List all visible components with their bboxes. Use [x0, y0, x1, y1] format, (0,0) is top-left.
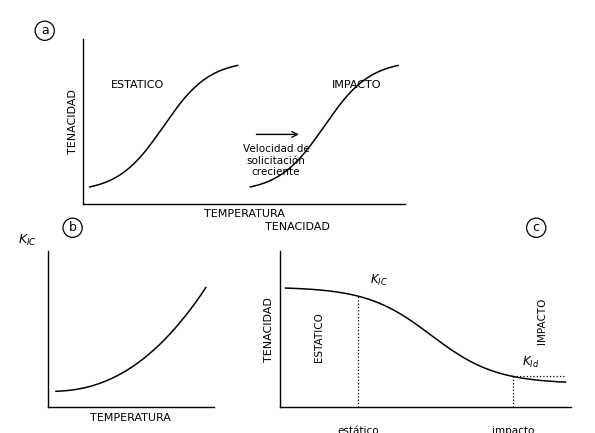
Text: ESTATICO: ESTATICO	[111, 80, 165, 90]
Y-axis label: TENACIDAD: TENACIDAD	[68, 89, 78, 154]
Text: $K_{IC}$: $K_{IC}$	[370, 273, 388, 288]
X-axis label: TEMPERATURA: TEMPERATURA	[203, 209, 284, 219]
Text: b: b	[68, 221, 77, 234]
Y-axis label: TENACIDAD: TENACIDAD	[264, 297, 274, 362]
Text: Velocidad de
solicitación
creciente: Velocidad de solicitación creciente	[243, 144, 309, 178]
Text: $K_{Id}$: $K_{Id}$	[522, 355, 539, 370]
Text: ESTATICO: ESTATICO	[314, 312, 324, 362]
Text: estático: estático	[337, 426, 379, 433]
Text: a: a	[41, 24, 49, 37]
X-axis label: TEMPERATURA: TEMPERATURA	[90, 413, 171, 423]
Text: TENACIDAD: TENACIDAD	[265, 223, 330, 233]
Text: impacto: impacto	[491, 426, 534, 433]
Text: $K_{IC}$: $K_{IC}$	[18, 233, 36, 248]
Text: IMPACTO: IMPACTO	[331, 80, 381, 90]
Text: IMPACTO: IMPACTO	[537, 298, 547, 345]
Text: c: c	[533, 221, 540, 234]
